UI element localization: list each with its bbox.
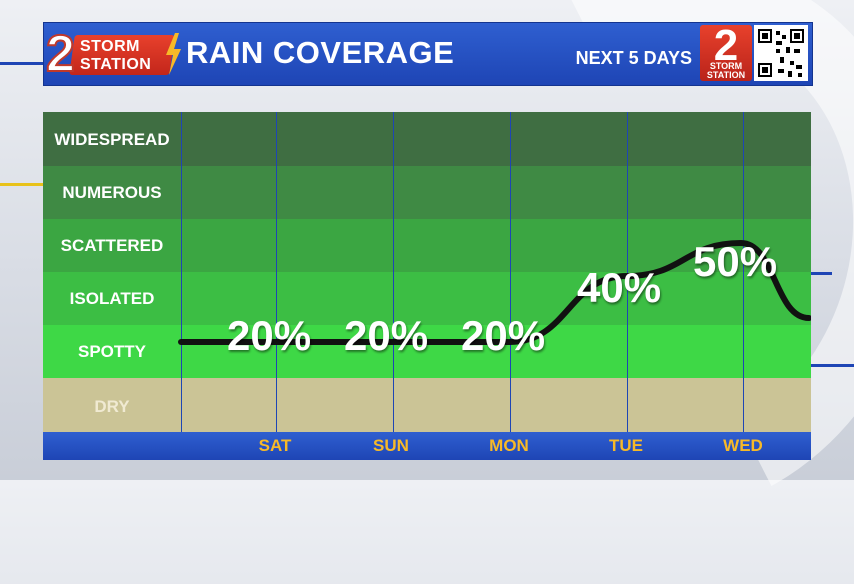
forecast-range-label: NEXT 5 DAYS <box>575 48 692 68</box>
storm-station-logo: 2 STORM STATION <box>44 25 182 83</box>
station-badge: 2 STORM STATION <box>700 21 752 81</box>
day-divider <box>393 112 394 432</box>
day-label-tue: TUE <box>609 436 643 455</box>
day-axis-bar: SAT SUN MON TUE WED <box>43 432 811 460</box>
day-label-mon: MON <box>489 436 529 455</box>
day-divider <box>627 112 628 432</box>
pct-label-mon: 20% <box>461 312 546 359</box>
logo-word-station: STATION <box>80 56 152 73</box>
category-label-spotty: SPOTTY <box>77 342 146 361</box>
band-spotty <box>43 325 811 378</box>
badge-digit: 2 <box>713 21 739 70</box>
coverage-line-path <box>178 239 811 346</box>
day-divider <box>510 112 511 432</box>
badge-word-storm: STORM <box>709 61 743 71</box>
category-label-dry: DRY <box>94 397 130 416</box>
pct-label-sun: 20% <box>344 312 429 359</box>
header-bar: 2 STORM STATION RAIN COVERAGE NEXT 5 DAY… <box>43 21 813 86</box>
category-label-numerous: NUMEROUS <box>62 183 162 202</box>
logo-word-storm: STORM <box>80 38 140 55</box>
day-label-sat: SAT <box>258 436 292 455</box>
rain-coverage-chart: WIDESPREAD NUMEROUS SCATTERED ISOLATED S… <box>43 112 811 460</box>
category-label-scattered: SCATTERED <box>60 236 164 255</box>
accent-line-blue-bottom <box>810 364 854 367</box>
band-dry <box>43 378 811 432</box>
pct-label-tue: 40% <box>577 264 662 311</box>
pct-label-sat: 20% <box>227 312 312 359</box>
day-divider <box>743 112 744 432</box>
logo-digit: 2 <box>45 25 76 83</box>
badge-word-station: STATION <box>706 70 746 80</box>
day-divider <box>276 112 277 432</box>
lightning-bolt-icon <box>166 33 181 75</box>
pct-label-wed: 50% <box>693 238 778 285</box>
accent-line-blue-left <box>0 62 44 65</box>
category-label-widespread: WIDESPREAD <box>54 130 170 149</box>
qr-code-icon <box>754 25 808 81</box>
band-isolated <box>43 272 811 325</box>
page-title: RAIN COVERAGE <box>186 35 455 70</box>
day-label-wed: WED <box>723 436 763 455</box>
category-label-isolated: ISOLATED <box>69 289 155 308</box>
coverage-trend-line <box>178 239 811 346</box>
accent-line-blue-right <box>810 272 832 275</box>
band-numerous <box>43 166 811 219</box>
category-label-column <box>43 112 182 432</box>
day-label-sun: SUN <box>373 436 409 455</box>
band-widespread <box>43 112 811 166</box>
